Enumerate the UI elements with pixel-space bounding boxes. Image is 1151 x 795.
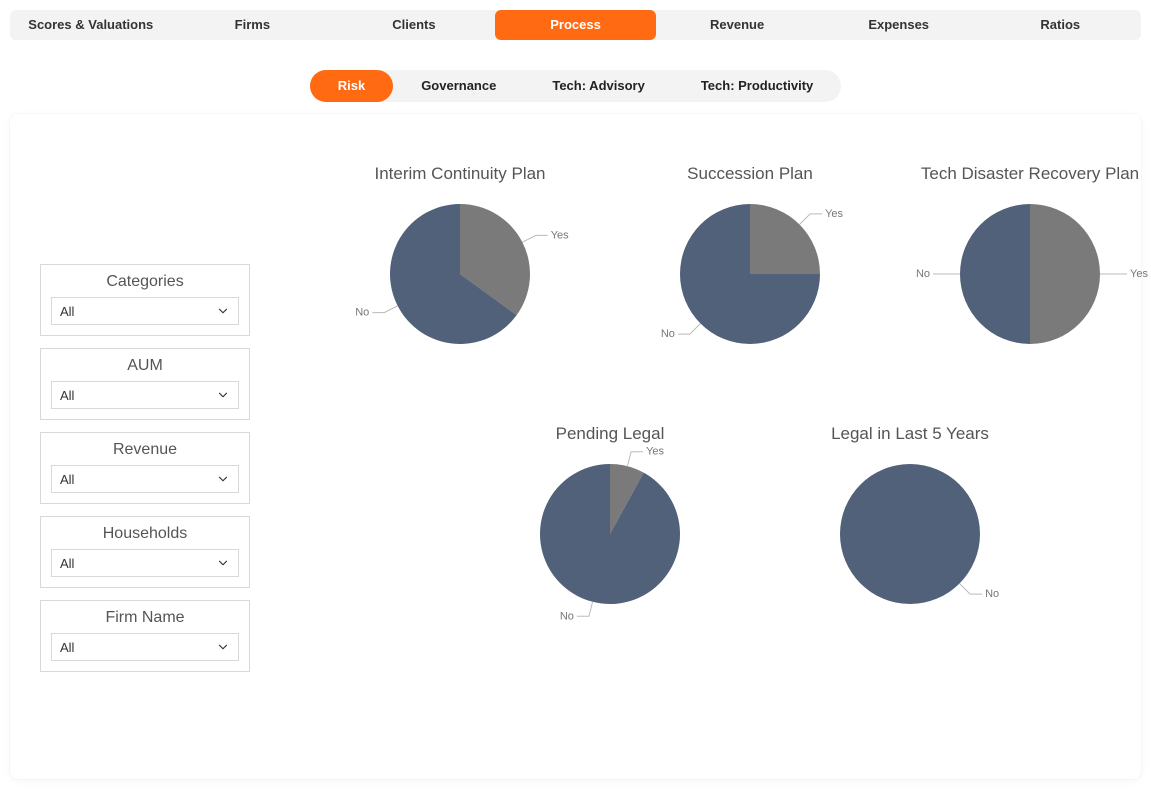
pie-chart: Yes No xyxy=(330,204,590,364)
chevron-down-icon xyxy=(216,556,230,570)
chevron-down-icon xyxy=(216,472,230,486)
filter-revenue: Revenue All xyxy=(40,432,250,504)
filter-aum: AUM All xyxy=(40,348,250,420)
filter-select-aum[interactable]: All xyxy=(51,381,239,409)
top-tabs: Scores & ValuationsFirmsClientsProcessRe… xyxy=(10,10,1141,40)
filter-value: All xyxy=(60,472,74,487)
slice-label: Yes xyxy=(825,208,843,220)
chart-title: Tech Disaster Recovery Plan xyxy=(900,164,1151,184)
sub-tab-governance[interactable]: Governance xyxy=(393,70,524,102)
filter-title: Households xyxy=(51,525,239,543)
sub-tab-risk[interactable]: Risk xyxy=(310,70,393,102)
chart-succession-plan: Succession Plan Yes No xyxy=(620,164,880,369)
slice-label: Yes xyxy=(1130,268,1148,280)
chevron-down-icon xyxy=(216,388,230,402)
top-tab-scores-valuations[interactable]: Scores & Valuations xyxy=(10,10,172,40)
pie-chart: No xyxy=(780,464,1040,624)
chevron-down-icon xyxy=(216,304,230,318)
chart-legal-in-last-5-years: Legal in Last 5 Years No xyxy=(780,424,1040,629)
filter-title: AUM xyxy=(51,357,239,375)
top-tab-ratios[interactable]: Ratios xyxy=(979,10,1141,40)
filters-sidebar: Categories All AUM All Revenue All Households A… xyxy=(40,264,250,684)
filter-value: All xyxy=(60,556,74,571)
pie-chart: Yes No xyxy=(620,204,880,364)
charts-area: Interim Continuity PlanYesNoSuccession P… xyxy=(300,164,1121,759)
filter-title: Categories xyxy=(51,273,239,291)
pie-chart: Yes No xyxy=(900,204,1151,364)
slice-label: No xyxy=(560,610,574,622)
filter-categories: Categories All xyxy=(40,264,250,336)
slice-label: Yes xyxy=(551,229,569,241)
top-tab-expenses[interactable]: Expenses xyxy=(818,10,980,40)
filter-value: All xyxy=(60,304,74,319)
sub-tabs: RiskGovernanceTech: AdvisoryTech: Produc… xyxy=(310,70,842,102)
filter-select-revenue[interactable]: All xyxy=(51,465,239,493)
top-tab-revenue[interactable]: Revenue xyxy=(656,10,818,40)
pie-slice xyxy=(1030,204,1100,344)
pie-slice xyxy=(960,204,1030,344)
chart-title: Interim Continuity Plan xyxy=(330,164,590,184)
top-tab-process[interactable]: Process xyxy=(495,10,657,40)
filter-households: Households All xyxy=(40,516,250,588)
slice-label: No xyxy=(661,328,675,340)
sub-tab-tech-productivity[interactable]: Tech: Productivity xyxy=(673,70,841,102)
pie-slice xyxy=(840,464,980,604)
leader-line xyxy=(577,602,593,617)
chart-title: Legal in Last 5 Years xyxy=(780,424,1040,444)
slice-label: Yes xyxy=(646,446,664,458)
pie-chart: YesNo xyxy=(480,464,740,624)
chart-interim-continuity-plan: Interim Continuity Plan Yes No xyxy=(330,164,590,369)
slice-label: No xyxy=(985,588,999,600)
filter-select-firm-name[interactable]: All xyxy=(51,633,239,661)
chart-pending-legal: Pending LegalYesNo xyxy=(480,424,740,629)
filter-value: All xyxy=(60,640,74,655)
leader-line xyxy=(372,306,397,313)
leader-line xyxy=(960,584,983,595)
top-tab-firms[interactable]: Firms xyxy=(172,10,334,40)
sub-tab-tech-advisory[interactable]: Tech: Advisory xyxy=(524,70,672,102)
filter-firm-name: Firm Name All xyxy=(40,600,250,672)
slice-label: No xyxy=(916,268,930,280)
top-tab-clients[interactable]: Clients xyxy=(333,10,495,40)
pie-slice xyxy=(540,464,680,604)
filter-title: Firm Name xyxy=(51,609,239,627)
filter-value: All xyxy=(60,388,74,403)
leader-line xyxy=(627,452,643,467)
filter-select-households[interactable]: All xyxy=(51,549,239,577)
main-panel: Categories All AUM All Revenue All Households A… xyxy=(10,114,1141,779)
leader-line xyxy=(522,235,547,242)
filter-select-categories[interactable]: All xyxy=(51,297,239,325)
leader-line xyxy=(678,324,701,335)
leader-line xyxy=(800,214,823,225)
chart-title: Succession Plan xyxy=(620,164,880,184)
sub-tabs-container: RiskGovernanceTech: AdvisoryTech: Produc… xyxy=(0,70,1151,102)
slice-label: No xyxy=(355,307,369,319)
filter-title: Revenue xyxy=(51,441,239,459)
chevron-down-icon xyxy=(216,640,230,654)
chart-tech-disaster-recovery-plan: Tech Disaster Recovery Plan Yes No xyxy=(900,164,1151,369)
chart-title: Pending Legal xyxy=(480,424,740,444)
